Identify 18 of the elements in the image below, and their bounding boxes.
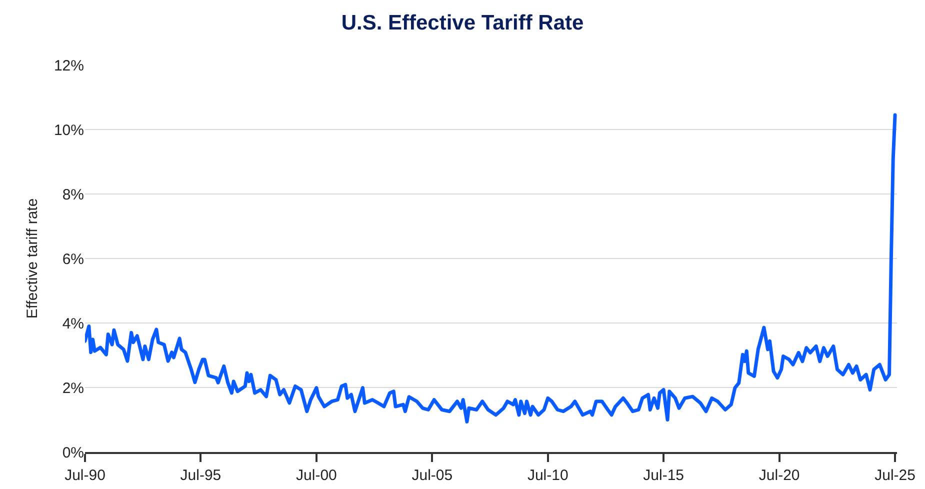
y-tick-label: 8%	[62, 186, 84, 204]
x-tick-label: Jul-15	[643, 467, 684, 484]
x-tick-label: Jul-20	[758, 467, 800, 484]
y-tick-label: 0%	[62, 444, 84, 462]
x-tick-label: Jul-95	[180, 467, 222, 484]
line-series	[85, 113, 897, 424]
x-tick-label: Jul-00	[296, 467, 337, 484]
x-tick-label: Jul-10	[527, 467, 568, 484]
y-tick-label: 6%	[62, 250, 84, 268]
y-axis-title: Effective tariff rate	[24, 198, 42, 319]
y-tick-label: 10%	[54, 122, 84, 139]
x-tick-label: Jul-05	[412, 467, 453, 484]
x-tick-label: Jul-90	[64, 467, 106, 484]
y-tick-label: 12%	[54, 57, 84, 74]
chart-title: U.S. Effective Tariff Rate	[341, 11, 584, 34]
x-tick-label: Jul-25	[874, 467, 916, 484]
y-tick-label: 4%	[62, 315, 84, 332]
y-tick-label: 2%	[62, 380, 84, 397]
